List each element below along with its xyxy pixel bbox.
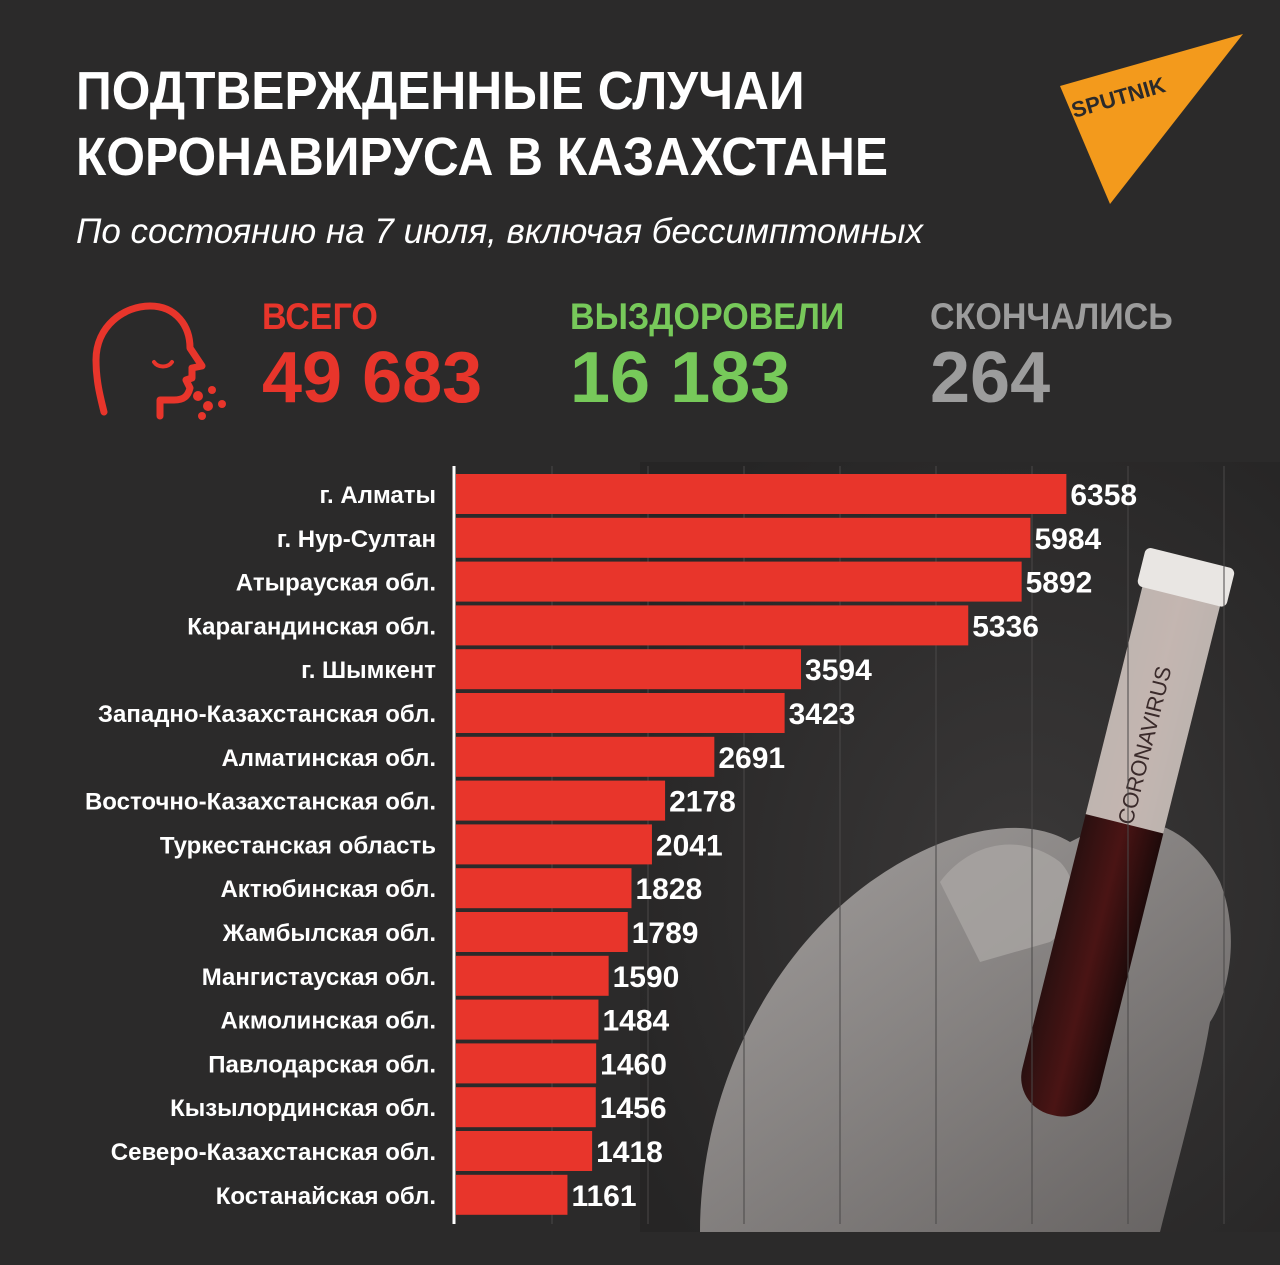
page-title: ПОДТВЕРЖДЕННЫЕ СЛУЧАИ КОРОНАВИРУСА В КАЗ… [76, 58, 888, 190]
category-label: Западно-Казахстанская обл. [98, 701, 436, 728]
category-label: г. Шымкент [301, 657, 436, 684]
category-label: Атырауская обл. [236, 570, 436, 597]
bar [456, 561, 1022, 602]
bar [456, 868, 632, 909]
bar [456, 1174, 568, 1215]
recovered-stat: ВЫЗДОРОВЕЛИ 16 183 [570, 296, 868, 416]
value-label: 1460 [600, 1048, 667, 1081]
category-label: г. Нур-Султан [277, 526, 436, 553]
recovered-label: ВЫЗДОРОВЕЛИ [570, 296, 845, 337]
value-label: 6358 [1070, 479, 1137, 512]
bar [456, 693, 785, 733]
value-label: 2691 [718, 742, 785, 775]
title-line-2: КОРОНАВИРУСА В КАЗАХСТАНЕ [76, 127, 889, 187]
value-label: 1828 [635, 873, 702, 906]
bar [456, 955, 609, 996]
deaths-value: 264 [930, 338, 1051, 418]
total-label: ВСЕГО [262, 296, 378, 337]
bar [456, 474, 1067, 514]
bar [456, 912, 628, 952]
category-label: Жамбылская обл. [222, 920, 436, 947]
bar [456, 605, 969, 646]
value-label: 1456 [600, 1092, 667, 1125]
value-label: 5984 [1034, 523, 1101, 556]
category-label: Северо-Казахстанская обл. [111, 1139, 436, 1166]
category-label: Восточно-Казахстанская обл. [85, 789, 436, 816]
value-label: 2041 [656, 829, 723, 862]
page-subtitle: По состоянию на 7 июля, включая бессимпт… [76, 212, 923, 251]
category-label: Карагандинская обл. [187, 613, 436, 640]
bar [456, 780, 666, 821]
bar [456, 999, 599, 1040]
coughing-person-icon [92, 302, 226, 420]
bar [456, 517, 1031, 558]
category-label: Костанайская обл. [216, 1183, 436, 1210]
bar [456, 1087, 596, 1128]
value-label: 1590 [613, 961, 680, 994]
total-cases-stat: ВСЕГО 49 683 [262, 296, 482, 416]
value-label: 1418 [596, 1136, 663, 1169]
sputnik-logo: SPUTNIK [1060, 34, 1243, 204]
bar [456, 736, 715, 777]
bar [456, 824, 652, 865]
test-tube: CORONAVIRUS [1021, 548, 1235, 1117]
category-label: Акмолинская обл. [220, 1008, 436, 1035]
category-label: г. Алматы [319, 482, 436, 509]
logo-triangle [1060, 34, 1243, 204]
value-label: 5892 [1026, 567, 1093, 600]
category-label: Кызылординская обл. [170, 1095, 436, 1122]
cases-bar-chart: г. Алматы 6358 г. Нур-Султан 5984 Атырауская… [85, 466, 1225, 1224]
value-label: 3594 [805, 654, 872, 687]
category-label: Павлодарская обл. [208, 1051, 436, 1078]
value-label: 3423 [789, 698, 856, 731]
title-line-1: ПОДТВЕРЖДЕННЫЕ СЛУЧАИ [76, 61, 805, 121]
value-label: 5336 [972, 610, 1039, 643]
value-label: 2178 [669, 786, 736, 819]
value-label: 1789 [632, 917, 699, 950]
total-value: 49 683 [262, 338, 483, 418]
glove-finger [940, 844, 1074, 962]
category-label: Туркестанская область [160, 832, 436, 859]
category-label: Алматинская обл. [221, 745, 436, 772]
deaths-label: СКОНЧАЛИСЬ [930, 296, 1173, 337]
bar [456, 1043, 597, 1084]
value-label: 1161 [571, 1180, 636, 1213]
recovered-value: 16 183 [570, 338, 791, 418]
category-label: Мангистауская обл. [202, 964, 436, 991]
deaths-stat: СКОНЧАЛИСЬ 264 [930, 296, 1194, 416]
bar [456, 649, 802, 690]
bar [456, 1131, 593, 1171]
category-label: Актюбинская обл. [220, 876, 436, 903]
value-label: 1484 [602, 1005, 669, 1038]
